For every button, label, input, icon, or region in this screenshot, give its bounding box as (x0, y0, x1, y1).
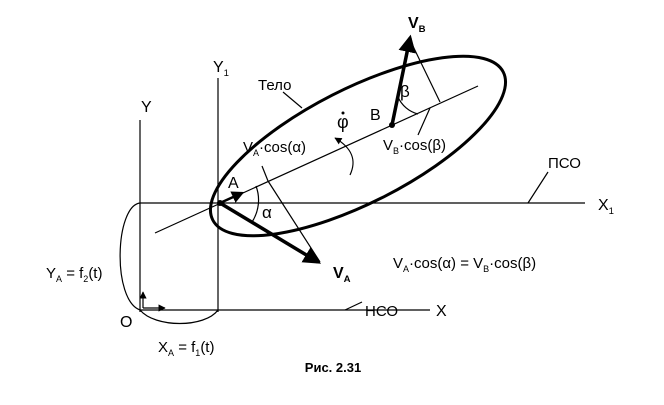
label-ya: YA = f2(t) (46, 265, 102, 284)
label-text: ПСО (548, 155, 581, 172)
label-text: = f (174, 339, 196, 356)
label-text: Y (46, 265, 56, 282)
va-vector (219, 201, 321, 264)
beta-arc (397, 96, 419, 115)
alpha-arc (251, 185, 260, 223)
label-point-a: A (228, 175, 239, 192)
label-text: β (400, 82, 410, 101)
label-text: Y (213, 59, 224, 76)
subscript: A (168, 348, 174, 358)
label-xa: XA = f1(t) (158, 339, 214, 358)
label-text: ·cos(β) (399, 137, 446, 154)
phi-dot (341, 111, 345, 115)
label-text: V (243, 139, 253, 156)
label-text: ·cos(α) = V (409, 255, 483, 272)
label-text: V (393, 255, 403, 272)
subscript: 1 (195, 348, 200, 358)
label-text: A (228, 175, 239, 192)
label-text: B (370, 107, 381, 124)
label-pso: ПСО (548, 155, 581, 172)
label-point-b: B (370, 107, 381, 124)
label-va: VA (333, 265, 351, 285)
vb-vector (390, 34, 416, 126)
rotation-arrow (334, 137, 354, 176)
label-text: Тело (258, 77, 291, 94)
subscript: B (393, 146, 399, 156)
subscript: 1 (224, 68, 229, 79)
leader (417, 107, 431, 136)
label-text: O (120, 314, 132, 331)
label-text: (t) (88, 265, 102, 282)
label-text: X (158, 339, 168, 356)
label-nso: НСО (365, 303, 398, 320)
subscript: A (403, 264, 409, 274)
label-text: X (436, 303, 447, 320)
subscript: 2 (83, 274, 88, 284)
leader (261, 165, 269, 182)
geometry (119, 34, 585, 325)
subscript: A (253, 148, 259, 158)
label-body: Тело (258, 77, 291, 94)
label-text: = f (62, 265, 84, 282)
body-line (154, 85, 479, 234)
leader (344, 301, 363, 311)
label-vb: VB (408, 15, 426, 35)
label-beta: β (400, 82, 410, 101)
label-text: V (408, 15, 419, 32)
label-x: X (436, 303, 447, 320)
subscript: A (344, 274, 351, 285)
label-va-cos: VA·cos(α) (243, 139, 306, 158)
label-text: НСО (365, 303, 398, 320)
subscript: 1 (609, 206, 614, 217)
ya-bracket (119, 202, 141, 311)
label-text: ·cos(α) (259, 139, 306, 156)
label-text: (t) (200, 339, 214, 356)
direction-arrow (219, 191, 245, 205)
label-equation: VA·cos(α) = VB·cos(β) (393, 255, 536, 274)
label-y1: Y1 (213, 59, 229, 79)
label-text: α (262, 203, 272, 222)
caption: Рис. 2.31 (305, 360, 361, 375)
label-text: V (383, 137, 393, 154)
va-projection (267, 180, 321, 263)
label-origin: O (120, 314, 132, 331)
label-y: Y (141, 99, 152, 116)
label-text: φ (337, 112, 349, 132)
label-alpha: α (262, 203, 272, 222)
xa-bracket (139, 309, 219, 325)
subscript: B (419, 24, 426, 35)
label-text: V (333, 265, 344, 282)
leader (527, 171, 549, 204)
vb-projection (409, 39, 441, 103)
subscript: A (56, 274, 62, 284)
label-phi: φ (337, 112, 349, 132)
label-x1: X1 (598, 197, 614, 217)
label-text: Y (141, 99, 152, 116)
label-text: ·cos(β) (489, 255, 536, 272)
body-ellipse (208, 54, 508, 238)
leader (282, 91, 303, 109)
label-text: X (598, 197, 609, 214)
label-vb-cos: VB·cos(β) (383, 137, 446, 156)
subscript: B (483, 264, 489, 274)
